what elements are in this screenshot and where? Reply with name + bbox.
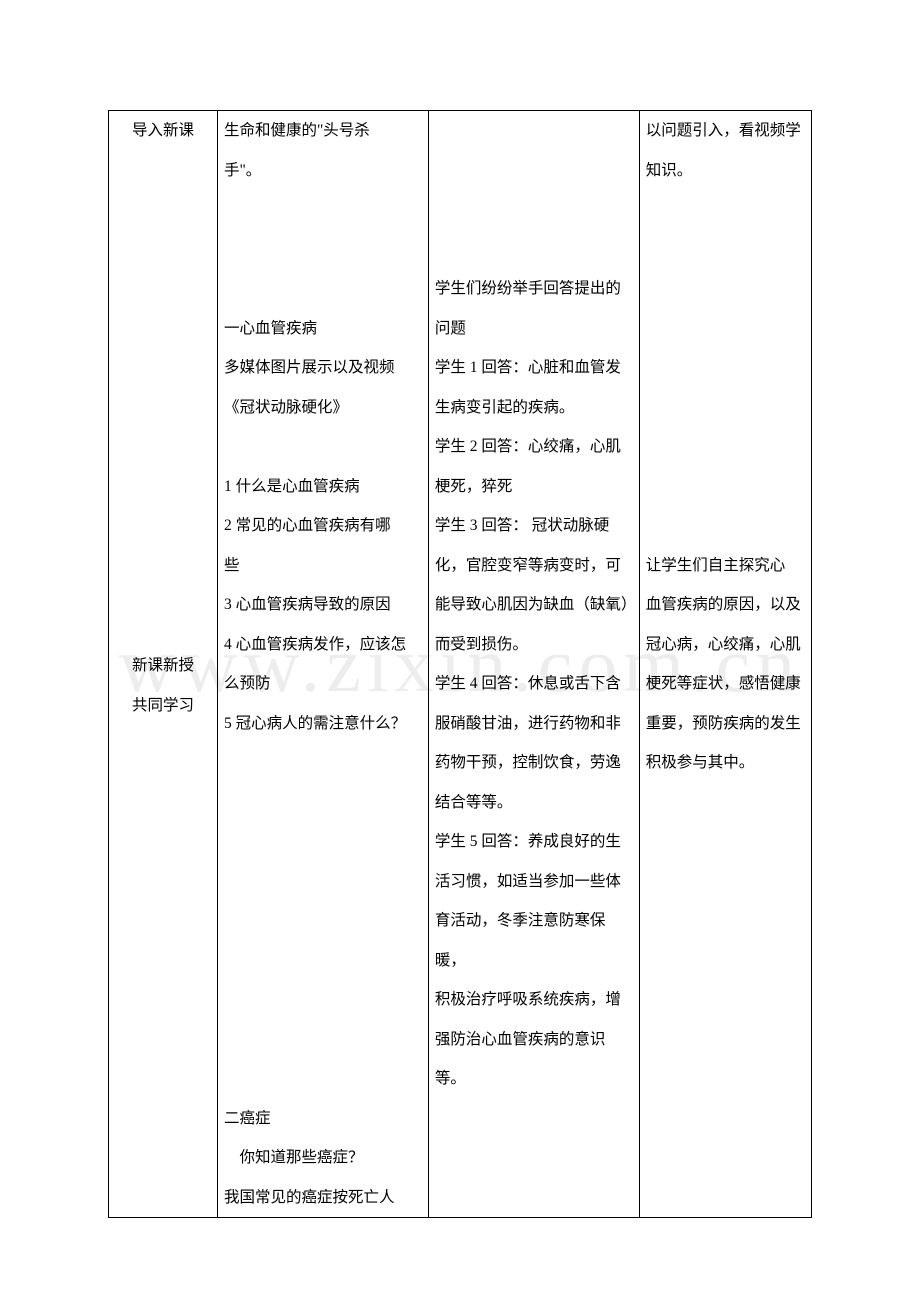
- stage-main-line2: 共同学习: [115, 686, 211, 726]
- stu-s3b: 化，官腔变窄等病变时，可: [435, 546, 633, 586]
- spacer: [224, 783, 422, 823]
- spacer: [224, 862, 422, 902]
- spacer: [224, 427, 422, 467]
- content-area: 导入新课 新课新授 共同学习 生命和健康的"头号杀 手"。 一心血管疾病: [108, 110, 812, 1218]
- spacer: [224, 230, 422, 270]
- stu-s5d: 积极治疗呼吸系统疾病，增: [435, 980, 633, 1020]
- spacer: [435, 190, 633, 230]
- intent-intro-l2: 知识。: [646, 151, 805, 191]
- stu-s2a: 学生 2 回答：心绞痛，心肌: [435, 427, 633, 467]
- intent-m3: 冠心病，心绞痛，心肌: [646, 625, 805, 665]
- stu-s1b: 生病变引起的疾病。: [435, 388, 633, 428]
- stu-s3c: 能导致心肌因为缺血（缺氧）: [435, 585, 633, 625]
- stu-s5b: 活习惯，如适当参加一些体: [435, 862, 633, 902]
- teacher-intro-l2: 手"。: [224, 151, 422, 191]
- sec2-p: 我国常见的癌症按死亡人: [224, 1178, 422, 1218]
- stu-p1b: 问题: [435, 309, 633, 349]
- stu-s4b: 服硝酸甘油，进行药物和非: [435, 704, 633, 744]
- page: www.zixin.com.cn 导入新课 新课新授 共同学习: [0, 0, 920, 1302]
- spacer: [646, 190, 805, 230]
- q1: 1 什么是心血管疾病: [224, 467, 422, 507]
- cell-intent: 以问题引入，看视频学 知识。 让学生们自主探究心 血管疾病的原因，以及 冠心病，…: [639, 111, 811, 1218]
- table-row: 导入新课 新课新授 共同学习 生命和健康的"头号杀 手"。 一心血管疾病: [109, 111, 812, 1218]
- stu-s5c: 育活动，冬季注意防寒保暖，: [435, 901, 633, 980]
- spacer: [646, 309, 805, 349]
- intent-intro-l1: 以问题引入，看视频学: [646, 111, 805, 151]
- stu-s3a: 学生 3 回答： 冠状动脉硬: [435, 506, 633, 546]
- q4b: 么预防: [224, 664, 422, 704]
- spacer: [646, 427, 805, 467]
- spacer: [224, 1020, 422, 1060]
- cell-teacher: 生命和健康的"头号杀 手"。 一心血管疾病 多媒体图片展示以及视频 《冠状动脉硬…: [217, 111, 428, 1218]
- q5: 5 冠心病人的需注意什么？: [224, 704, 422, 744]
- spacer: [646, 506, 805, 546]
- stu-s2b: 梗死，猝死: [435, 467, 633, 507]
- stu-s5e: 强防治心血管疾病的意识等。: [435, 1020, 633, 1099]
- lesson-table: 导入新课 新课新授 共同学习 生命和健康的"头号杀 手"。 一心血管疾病: [108, 110, 812, 1218]
- spacer: [224, 190, 422, 230]
- q2a: 2 常见的心血管疾病有哪: [224, 506, 422, 546]
- sec1-p1: 多媒体图片展示以及视频: [224, 348, 422, 388]
- sec1-p2: 《冠状动脉硬化》: [224, 388, 422, 428]
- spacer: [224, 743, 422, 783]
- stu-p1a: 学生们纷纷举手回答提出的: [435, 269, 633, 309]
- intent-m6: 积极参与其中。: [646, 743, 805, 783]
- q2b: 些: [224, 546, 422, 586]
- stage-main: 新课新授 共同学习: [115, 151, 211, 725]
- spacer: [224, 269, 422, 309]
- intent-m1: 让学生们自主探究心: [646, 546, 805, 586]
- spacer: [224, 822, 422, 862]
- stage-intro: 导入新课: [115, 111, 211, 151]
- intent-m5: 重要，预防疾病的发生: [646, 704, 805, 744]
- intent-m4: 梗死等症状，感悟健康: [646, 664, 805, 704]
- spacer: [646, 348, 805, 388]
- cell-student: 学生们纷纷举手回答提出的 问题 学生 1 回答：心脏和血管发 生病变引起的疾病。…: [428, 111, 639, 1218]
- spacer: [224, 1059, 422, 1099]
- stage-inner: 导入新课 新课新授 共同学习: [115, 111, 211, 725]
- spacer: [646, 230, 805, 270]
- q4a: 4 心血管疾病发作，应该怎: [224, 625, 422, 665]
- spacer: [224, 901, 422, 941]
- teacher-intro-l1: 生命和健康的"头号杀: [224, 111, 422, 151]
- spacer: [435, 151, 633, 191]
- stu-s4d: 结合等等。: [435, 783, 633, 823]
- sec1-title: 一心血管疾病: [224, 309, 422, 349]
- stu-s1a: 学生 1 回答：心脏和血管发: [435, 348, 633, 388]
- spacer: [646, 388, 805, 428]
- stu-s4a: 学生 4 回答：休息或舌下含: [435, 664, 633, 704]
- stu-s5a: 学生 5 回答：养成良好的生: [435, 822, 633, 862]
- spacer: [435, 230, 633, 270]
- spacer: [224, 980, 422, 1020]
- spacer: [646, 269, 805, 309]
- cell-stage: 导入新课 新课新授 共同学习: [109, 111, 218, 1218]
- stu-s3d: 而受到损伤。: [435, 625, 633, 665]
- stage-main-line1: 新课新授: [115, 646, 211, 686]
- spacer: [435, 111, 633, 151]
- stu-s4c: 药物干预，控制饮食，劳逸: [435, 743, 633, 783]
- intent-m2: 血管疾病的原因，以及: [646, 585, 805, 625]
- q3: 3 心血管疾病导致的原因: [224, 585, 422, 625]
- sec2-title: 二癌症: [224, 1099, 422, 1139]
- sec2-q: 你知道那些癌症？: [224, 1138, 422, 1178]
- spacer: [646, 467, 805, 507]
- spacer: [224, 941, 422, 981]
